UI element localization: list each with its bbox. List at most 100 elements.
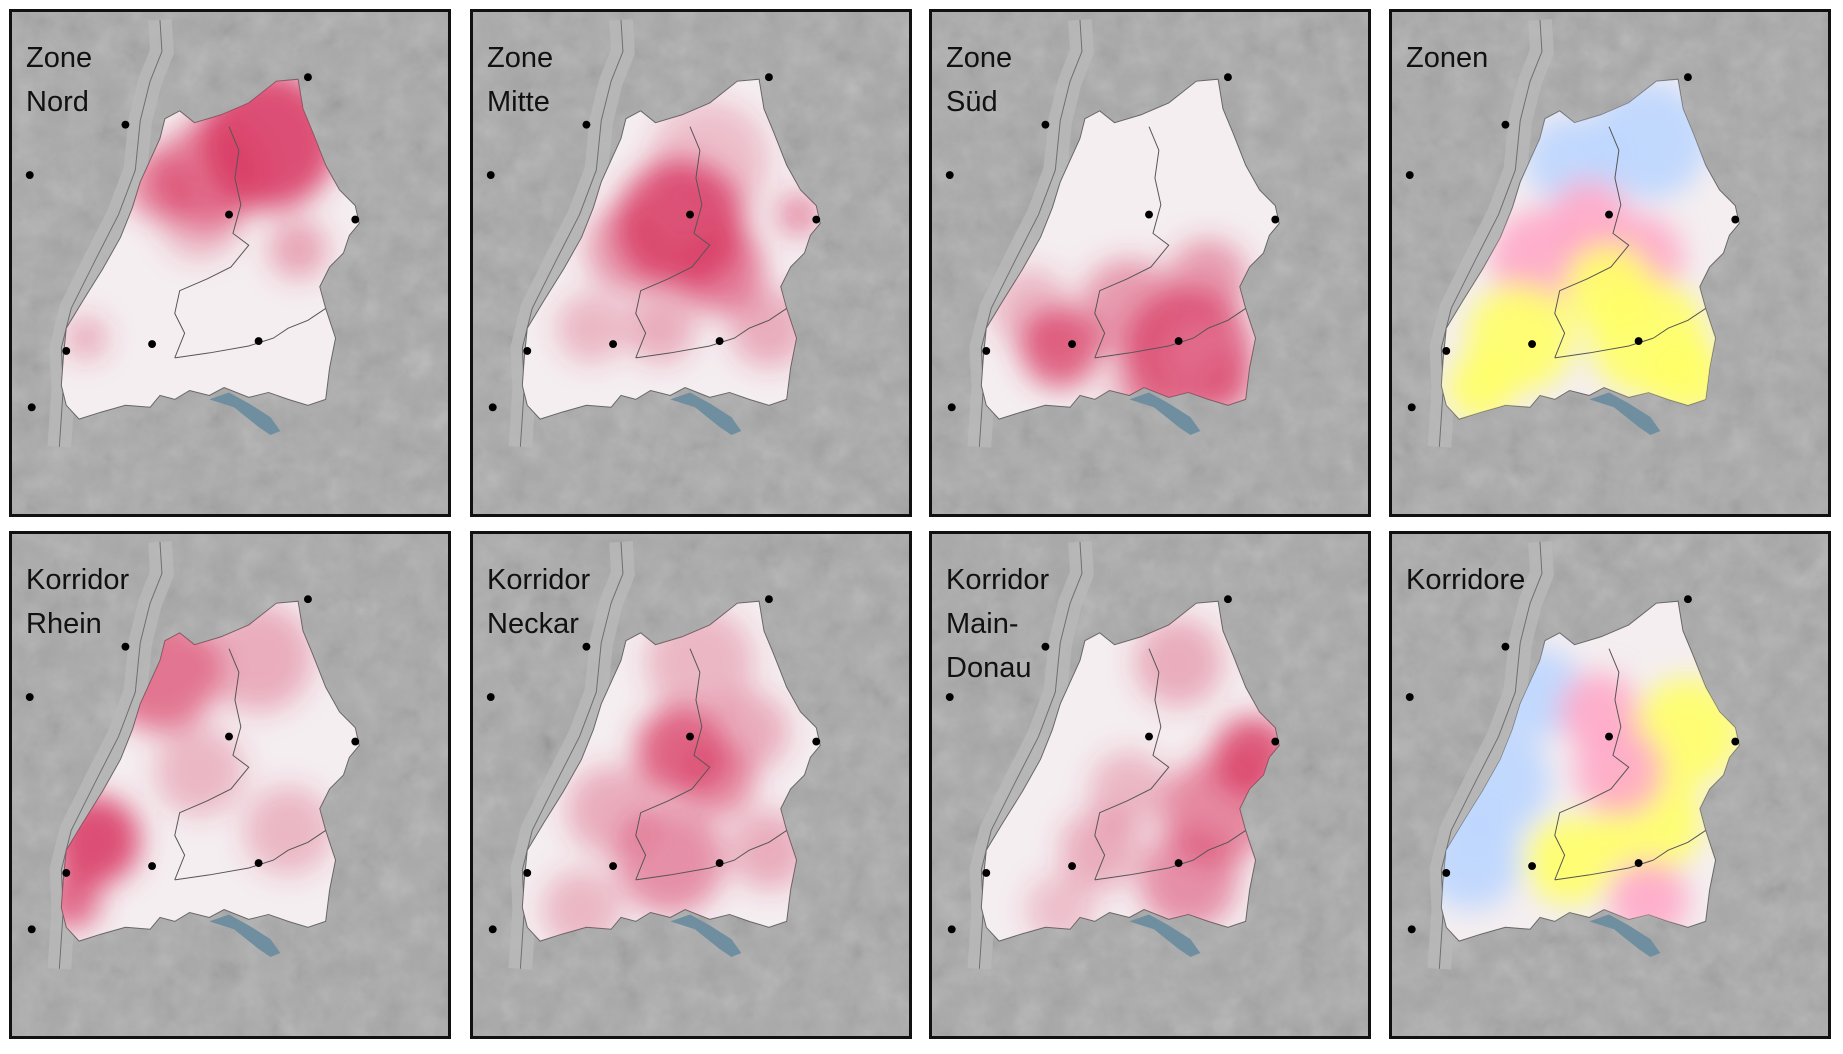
panel-title: Zone Mitte — [487, 36, 553, 124]
city-marker — [1501, 642, 1510, 651]
city-marker — [1174, 859, 1183, 868]
city-marker — [1442, 868, 1451, 877]
city-marker — [715, 859, 724, 868]
panel-title: Zonen — [1406, 36, 1488, 80]
city-marker — [1442, 346, 1451, 355]
map-panel-korridor-main-donau: Korridor Main- Donau — [929, 531, 1371, 1039]
city-marker — [715, 337, 724, 346]
city-marker — [1041, 120, 1050, 129]
city-marker — [523, 868, 532, 877]
panel-title-line: Nord — [26, 86, 89, 118]
city-marker — [1528, 862, 1537, 870]
panel-title-line: Korridore — [1406, 564, 1526, 596]
city-marker — [1731, 737, 1740, 746]
region-border — [635, 648, 711, 881]
city-marker — [945, 693, 954, 702]
map-zonen — [1392, 12, 1828, 514]
lake — [1589, 392, 1661, 435]
city-marker — [582, 642, 591, 651]
city-marker — [582, 120, 591, 129]
region-border — [1554, 308, 1706, 359]
city-marker — [609, 340, 618, 348]
city-marker — [1174, 337, 1183, 346]
city-marker — [27, 925, 36, 934]
map-panel-korridore: Korridore — [1389, 531, 1831, 1039]
city-marker — [1271, 215, 1280, 224]
city-marker — [1683, 595, 1692, 604]
region-border — [635, 308, 787, 359]
city-marker — [351, 737, 360, 746]
lake — [1589, 914, 1661, 957]
lake — [209, 914, 281, 957]
city-marker — [812, 215, 821, 224]
panel-title: Korridor Rhein — [26, 558, 129, 646]
city-marker — [1683, 73, 1692, 82]
city-marker — [486, 693, 495, 702]
city-marker — [947, 403, 956, 412]
region-border — [174, 830, 326, 881]
map-korridor-neckar — [473, 534, 909, 1036]
city-marker — [254, 337, 263, 346]
city-marker — [1223, 73, 1232, 82]
city-marker — [148, 862, 157, 870]
region-border — [1094, 126, 1170, 359]
city-marker — [225, 732, 233, 741]
city-marker — [1405, 693, 1414, 702]
city-marker — [488, 403, 497, 412]
region-border — [1554, 648, 1630, 881]
region-border — [1094, 308, 1246, 359]
region-border — [1554, 126, 1630, 359]
panel-title-line: Main- — [946, 608, 1019, 640]
lake — [1129, 914, 1201, 957]
city-marker — [1528, 340, 1537, 348]
city-marker — [303, 73, 312, 82]
panel-title-line: Rhein — [26, 608, 102, 640]
map-korridore — [1392, 534, 1828, 1036]
city-marker — [1501, 120, 1510, 129]
map-panel-zone-sued: Zone Süd — [929, 9, 1371, 517]
panel-title-line: Donau — [946, 652, 1032, 684]
region-border — [1094, 830, 1246, 881]
city-marker — [1407, 925, 1416, 934]
city-marker — [27, 403, 36, 412]
panel-title: Zone Nord — [26, 36, 92, 124]
map-panel-korridor-neckar: Korridor Neckar — [470, 531, 912, 1039]
city-marker — [945, 171, 954, 180]
lake — [209, 392, 281, 435]
city-marker — [351, 215, 360, 224]
region-border — [635, 126, 711, 359]
panel-title-line: Süd — [946, 86, 998, 118]
city-marker — [947, 925, 956, 934]
city-marker — [1731, 215, 1740, 224]
panel-title-line: Zonen — [1406, 42, 1489, 74]
map-panel-zonen: Zonen — [1389, 9, 1831, 517]
city-marker — [1605, 210, 1613, 219]
lake — [670, 392, 742, 435]
city-marker — [254, 859, 263, 868]
city-marker — [225, 210, 233, 219]
city-marker — [609, 862, 618, 870]
city-marker — [1068, 340, 1077, 348]
city-marker — [1145, 210, 1153, 219]
region-border — [635, 830, 787, 881]
city-marker — [1271, 737, 1280, 746]
city-marker — [1068, 862, 1077, 870]
lake — [670, 914, 742, 957]
city-marker — [62, 346, 71, 355]
region-border — [174, 126, 250, 359]
map-panel-zone-nord: Zone Nord — [9, 9, 451, 517]
city-marker — [121, 642, 130, 651]
city-marker — [764, 595, 773, 604]
panel-title: Korridore — [1406, 558, 1525, 602]
region-border — [1554, 830, 1706, 881]
map-zone-sued — [932, 12, 1368, 514]
city-marker — [982, 868, 991, 877]
city-marker — [1405, 171, 1414, 180]
city-marker — [121, 120, 130, 129]
city-marker — [523, 346, 532, 355]
panel-title-line: Zone — [487, 42, 554, 74]
map-panel-korridor-rhein: Korridor Rhein — [9, 531, 451, 1039]
city-marker — [303, 595, 312, 604]
map-korridor-rhein — [12, 534, 448, 1036]
